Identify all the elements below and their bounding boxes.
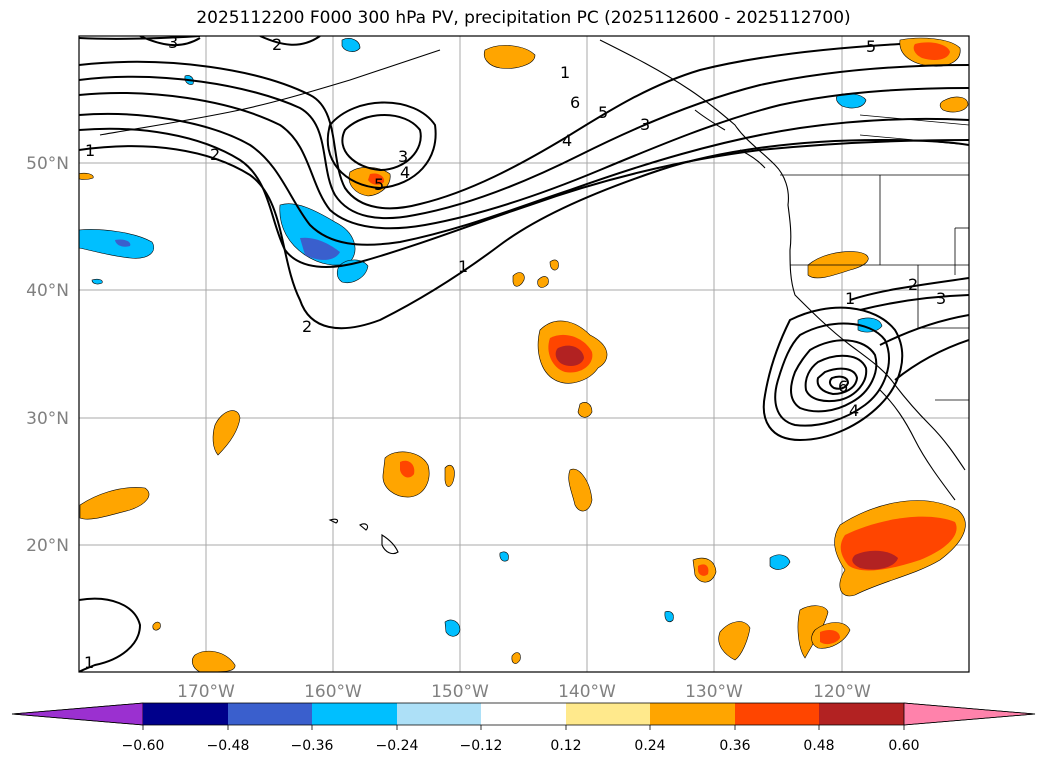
- precip-positive-areas: [79, 37, 969, 672]
- lon-label: 140°W: [558, 682, 616, 702]
- contour-label: 2: [272, 35, 282, 54]
- contour-label: 2: [210, 145, 220, 164]
- contour-label: 4: [400, 163, 410, 182]
- colorbar-segment: [312, 703, 397, 725]
- lon-label: 160°W: [304, 682, 362, 702]
- contour-label: 1: [560, 63, 570, 82]
- colorbar-extend-max: [903, 702, 1036, 726]
- lon-label: 170°W: [177, 682, 235, 702]
- longitude-labels: 170°W 160°W 150°W 140°W 130°W 120°W: [177, 682, 871, 702]
- colorbar-tick-label: −0.48: [207, 738, 250, 754]
- contour-label: 1: [84, 653, 94, 672]
- contour-label: 1: [845, 289, 855, 308]
- lon-label: 150°W: [431, 682, 489, 702]
- political-borders: [780, 114, 969, 401]
- pv-contours: [79, 36, 969, 672]
- map-area: [79, 36, 969, 672]
- lat-label: 30°N: [26, 409, 69, 429]
- colorbar-segment: [397, 703, 481, 725]
- contour-label: 3: [168, 33, 178, 52]
- contour-label: 3: [640, 115, 650, 134]
- contour-label: 3: [398, 147, 408, 166]
- contour-label: 4: [562, 131, 572, 150]
- colorbar-extend-min: [11, 702, 144, 726]
- lon-label: 120°W: [813, 682, 871, 702]
- colorbar-tick-label: 0.60: [888, 738, 919, 754]
- map-title: 2025112200 F000 300 hPa PV, precipitatio…: [196, 8, 851, 28]
- contour-label: 1: [458, 257, 468, 276]
- lat-label: 50°N: [26, 154, 69, 174]
- contour-label: 2: [302, 317, 312, 336]
- contour-label: 5: [598, 103, 608, 122]
- colorbar-tick-label: −0.36: [291, 738, 334, 754]
- latitude-labels: 50°N 40°N 30°N 20°N: [26, 154, 69, 556]
- lon-label: 130°W: [685, 682, 743, 702]
- colorbar: −0.60 −0.48 −0.36 −0.24 −0.12 0.12 0.24 …: [11, 702, 1036, 754]
- contour-label: 6: [570, 93, 580, 112]
- colorbar-segment: [566, 703, 650, 725]
- graticule: [79, 36, 969, 672]
- contour-label: 5: [866, 37, 876, 56]
- contour-label: 1: [85, 141, 95, 160]
- contour-label: 6: [838, 377, 848, 396]
- contour-label: 2: [908, 275, 918, 294]
- lat-label: 40°N: [26, 281, 69, 301]
- colorbar-segment: [819, 703, 904, 725]
- colorbar-tick-label: 0.24: [634, 738, 665, 754]
- contour-label: 5: [374, 175, 384, 194]
- colorbar-segment: [143, 703, 228, 725]
- contour-label-group: 1 2 3 4 5 6 1 2 3 4 5 6 1 2 3 1 2 1 3 4 …: [84, 33, 946, 672]
- colorbar-ticks: [142, 725, 905, 730]
- colorbar-tick-label: −0.60: [122, 738, 165, 754]
- colorbar-tick-label: 0.48: [803, 738, 834, 754]
- colorbar-segment: [650, 703, 735, 725]
- contour-label: 3: [936, 289, 946, 308]
- map-border: [78, 35, 970, 673]
- lat-label: 20°N: [26, 536, 69, 556]
- colorbar-segment: [735, 703, 819, 725]
- colorbar-segment: [228, 703, 312, 725]
- colorbar-tick-label: −0.12: [460, 738, 503, 754]
- colorbar-segment: [481, 703, 566, 725]
- contour-label: 4: [849, 401, 859, 420]
- colorbar-tick-label: 0.12: [550, 738, 581, 754]
- colorbar-tick-label: −0.24: [376, 738, 419, 754]
- colorbar-tick-label: 0.36: [719, 738, 750, 754]
